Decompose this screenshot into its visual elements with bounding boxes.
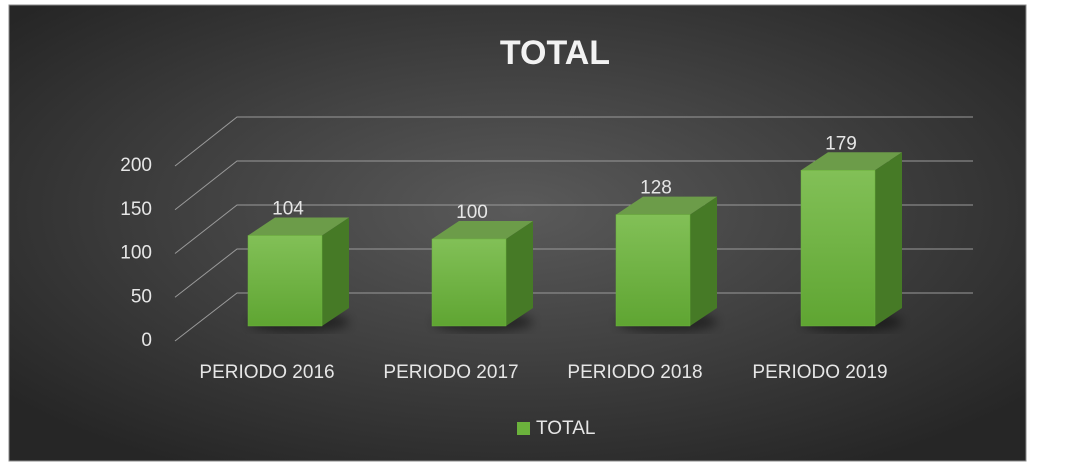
bar-side	[506, 221, 533, 326]
bar-top	[616, 196, 717, 215]
legend-swatch	[517, 422, 530, 435]
bar	[800, 152, 902, 332]
legend-label: TOTAL	[536, 418, 595, 439]
bar	[431, 221, 533, 332]
bar-side	[322, 217, 349, 326]
bar-front	[431, 238, 507, 327]
x-tick-label: PERIODO 2017	[383, 362, 518, 383]
data-label: 128	[640, 178, 672, 199]
data-label: 104	[272, 199, 304, 220]
bar-front	[247, 235, 323, 327]
x-tick-label: PERIODO 2016	[199, 362, 334, 383]
data-label: 179	[825, 133, 857, 154]
bar-top	[432, 221, 533, 239]
chart-title: TOTAL	[500, 34, 610, 72]
bar-top	[248, 217, 349, 236]
grid-line	[174, 204, 973, 254]
y-tick-label: 0	[141, 330, 152, 351]
x-tick-label: PERIODO 2018	[567, 362, 702, 383]
y-tick-label: 150	[120, 199, 152, 220]
y-tick-label: 200	[120, 155, 152, 176]
x-tick-label: PERIODO 2019	[752, 362, 887, 383]
y-tick-label: 100	[120, 243, 152, 264]
grid-line	[174, 292, 973, 342]
bar-side	[690, 196, 717, 326]
bar-front	[800, 170, 876, 327]
grid-line	[174, 160, 973, 211]
bar	[247, 217, 349, 332]
bar-side	[875, 152, 902, 326]
y-tick-label: 50	[131, 286, 152, 307]
bar-top	[801, 152, 902, 171]
bar-front	[615, 214, 691, 327]
data-label: 100	[456, 202, 488, 223]
grid-line	[174, 248, 973, 298]
grid-line	[174, 116, 973, 167]
bar	[615, 196, 717, 332]
